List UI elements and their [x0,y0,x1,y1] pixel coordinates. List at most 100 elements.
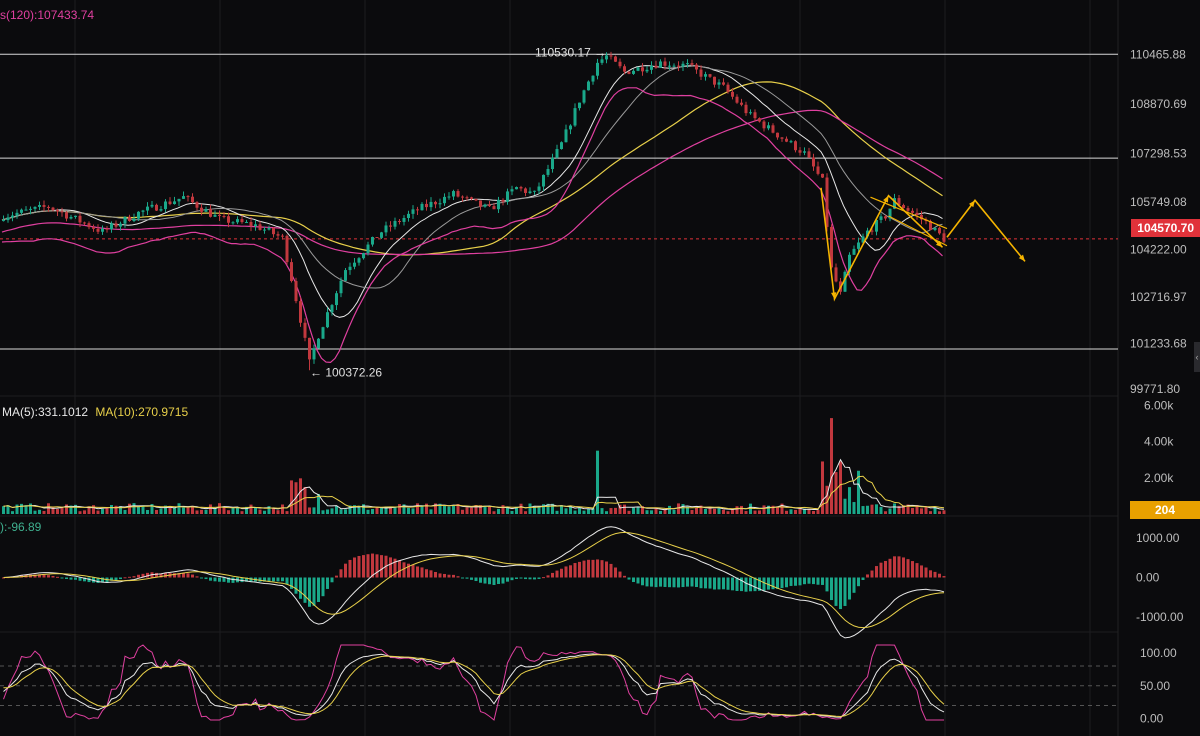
candle-body [605,55,608,60]
volume-bar [254,507,257,514]
candle-body [461,196,464,198]
volume-bar [285,511,289,514]
macd-histogram-bar [420,567,424,578]
candle-body [227,216,230,223]
volume-bar [897,505,901,514]
volume-bar [690,509,694,514]
macd-histogram-bar [515,577,518,579]
macd-histogram-bar [227,577,230,583]
price-tick-label: 105749.08 [1130,195,1187,209]
candle-body [600,59,604,63]
macd-histogram-bar [128,576,131,578]
price-tick-label: 108870.69 [1130,97,1187,111]
macd-legend: ):-96.89 [0,520,42,534]
collapse-panel-button[interactable]: ‹ [1194,342,1200,372]
candle-body [276,234,280,236]
candle-body [681,63,685,67]
price-panel[interactable]: 110530.17 → ← 100372.26 [0,45,1118,379]
candle-body [425,203,428,208]
volume-bar [929,511,932,514]
macd-histogram-bar [132,576,136,578]
candle-body [20,209,23,213]
volume-bar [767,505,770,514]
candle-body [582,90,586,103]
candle-body [537,186,541,191]
candle-body [353,262,356,267]
volume-bar [42,510,46,514]
macd-histogram-bar [447,574,451,578]
candle-body [609,55,613,57]
macd-histogram-bar [933,571,937,578]
candle-body [915,212,919,215]
macd-histogram-bar [335,575,338,578]
volume-bar [425,503,428,514]
volume-bar [137,506,140,514]
volume-bar [492,511,496,514]
candle-body [137,211,140,219]
macd-histogram-bar [825,577,829,592]
candle-body [483,204,487,207]
candle-body [717,82,721,85]
candle-body [357,258,361,263]
candle-body [312,348,316,360]
candle-body [866,230,869,237]
candle-body [128,216,131,222]
macd-histogram-bar [465,577,469,579]
candle-body [249,221,253,227]
volume-bar [915,505,919,514]
candle-body [911,210,914,213]
macd-histogram-bar [78,577,82,581]
macd-histogram-bar [623,575,626,578]
macd-histogram-bar [308,577,311,607]
macd-histogram-bar [582,560,586,578]
kdj-panel[interactable] [0,644,1118,721]
macd-histogram-bar [735,577,739,591]
macd-histogram-bar [2,577,5,579]
candle-body [362,253,365,259]
volume-bar [474,505,478,514]
macd-histogram-bar [357,555,361,578]
candle-body [119,223,122,227]
volume-bar [101,508,104,514]
candle-body [897,198,901,206]
candle-body [114,223,118,227]
macd-histogram-bar [560,568,563,578]
candle-body [371,237,374,245]
macd-histogram-bar [488,577,491,585]
volume-bar [659,510,662,514]
candle-body [366,244,370,254]
volume-bar [470,507,473,514]
volume-bar [87,506,91,514]
volume-bar [515,506,518,514]
macd-histogram-bar [281,577,284,582]
volume-panel[interactable] [2,418,946,514]
volume-bar [488,506,491,514]
volume-bar [389,507,392,514]
volume-bar [794,509,797,514]
candle-body [884,216,887,219]
macd-histogram-bar [443,573,446,578]
macd-panel[interactable] [2,526,946,639]
candle-body [780,137,784,139]
macd-histogram-bar [245,577,248,582]
macd-histogram-bar [609,563,613,578]
candle-body [902,205,905,209]
candle-body [735,96,739,103]
volume-bar [650,510,653,514]
candle-body [564,129,568,143]
candle-body [429,201,433,208]
macd-histogram-bar [870,570,874,578]
macd-histogram-bar [258,577,262,582]
price-tick-label: 101233.68 [1130,336,1187,350]
macd-histogram-bar [398,560,401,578]
macd-histogram-bar [177,573,181,578]
candle-body [78,215,82,223]
macd-histogram-bar [425,569,428,578]
volume-bar [335,505,338,514]
macd-histogram-bar [533,577,536,580]
candle-body [420,203,424,211]
volume-bar [461,509,464,514]
candle-body [749,112,752,114]
volume-bar [632,507,635,514]
